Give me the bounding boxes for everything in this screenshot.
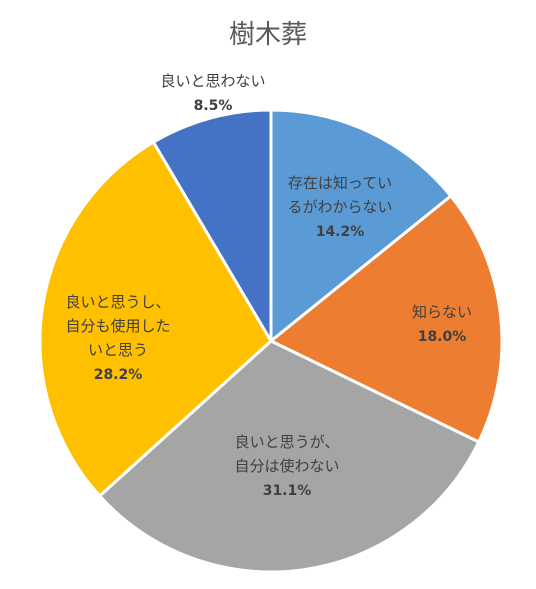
slice-label-0-line-1: るがわからない — [287, 198, 392, 216]
pie-slice-4 — [151, 108, 273, 343]
slice-value-label-3: 28.2% — [94, 367, 143, 383]
slice-value-label-1: 18.0% — [418, 329, 467, 345]
slice-label-1-line-0: 知らない — [412, 303, 472, 321]
slice-value-label-0: 14.2% — [316, 224, 365, 240]
slice-label-0-line-0: 存在は知ってい — [288, 174, 392, 192]
slice-label-2-line-0: 良いと思うが、 — [235, 433, 340, 451]
pie-slice-3 — [38, 140, 273, 498]
slice-label-4-line-0: 良いと思わない — [160, 72, 265, 90]
chart-title: 樹木葬 — [229, 20, 307, 50]
slice-label-3-line-1: 自分も使用した — [65, 317, 170, 335]
pie-slice-1 — [269, 194, 504, 444]
slice-label-3-line-2: いと思う — [88, 341, 148, 359]
pie-slices — [38, 108, 504, 574]
pie-slice-2 — [98, 339, 481, 574]
slice-label-3-line-0: 良いと思うし、 — [65, 293, 170, 311]
slice-value-label-4: 8.5% — [194, 98, 233, 114]
pie-slice-0 — [269, 108, 453, 343]
slice-value-label-2: 31.1% — [263, 483, 312, 499]
slice-label-2-line-1: 自分は使わない — [234, 457, 339, 475]
